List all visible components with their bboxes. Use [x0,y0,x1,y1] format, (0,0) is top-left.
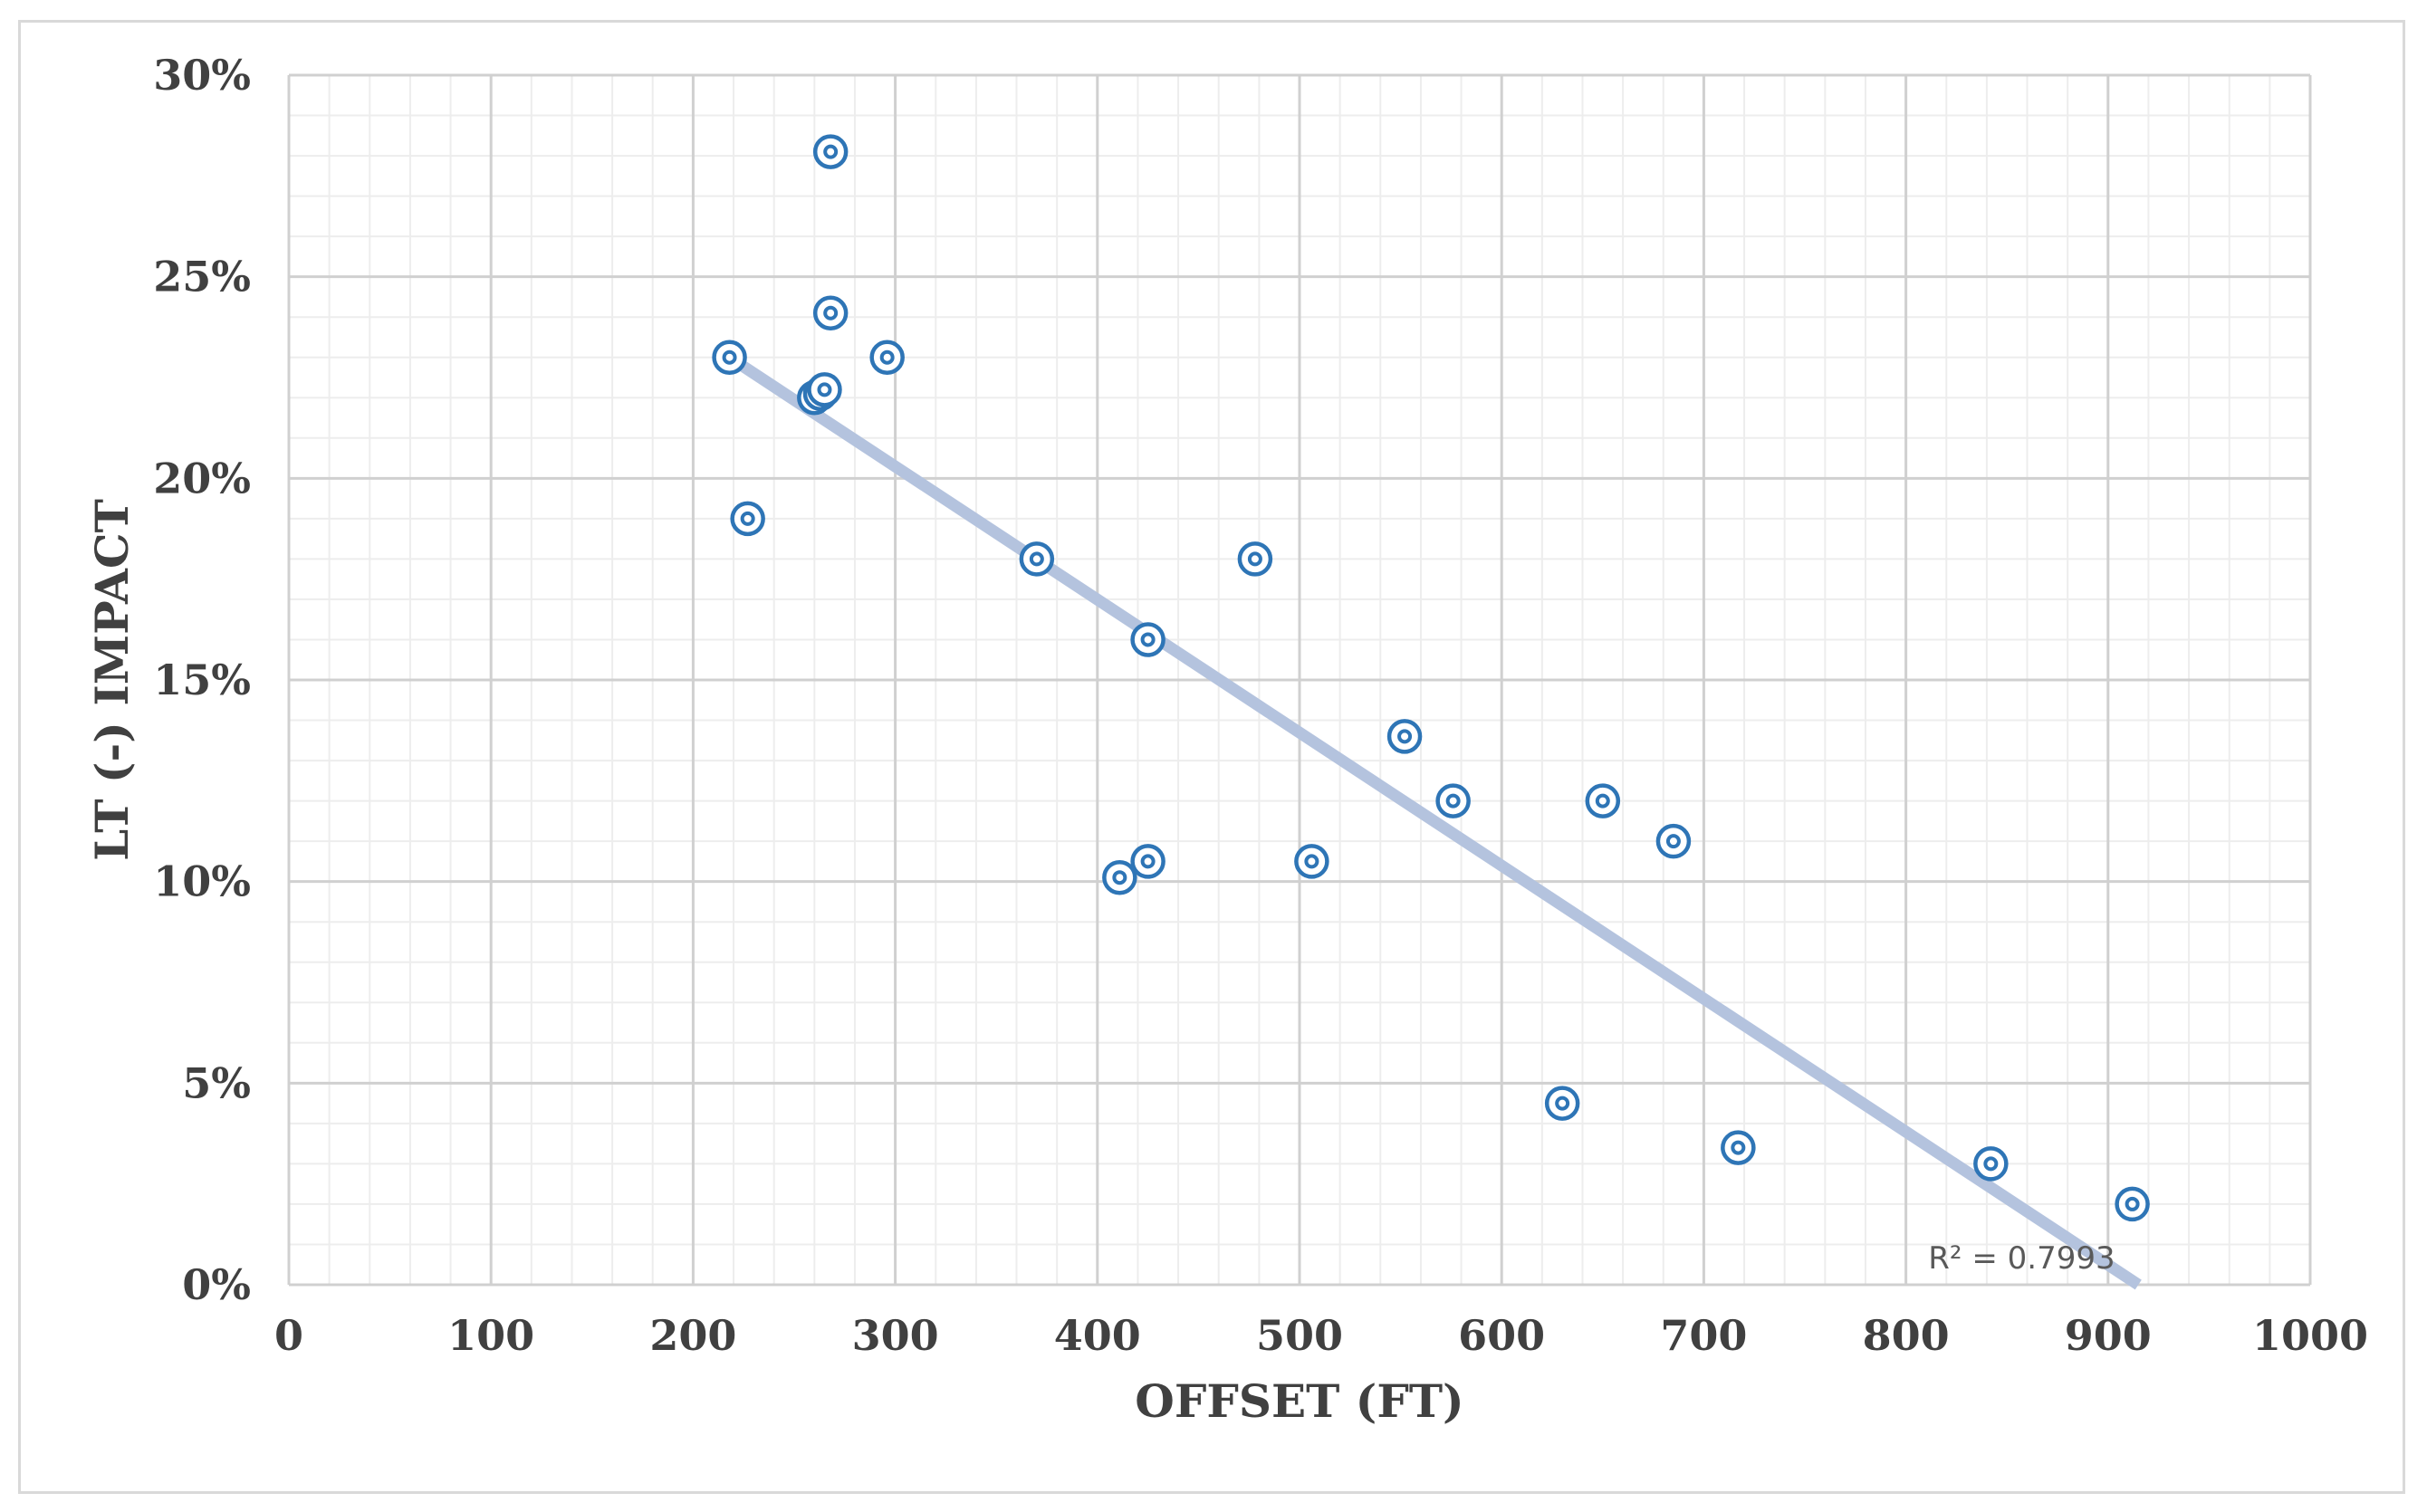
data-point [812,295,849,330]
data-point [712,340,747,375]
y-tick-label: 20% [153,454,251,502]
linear-trendline [726,352,2142,1290]
major-gridlines [287,73,2312,1287]
data-point [812,134,849,169]
data-point [1102,859,1137,895]
x-tick-label: 800 [1863,1311,1950,1360]
data-point [869,340,905,375]
data-point [730,501,765,537]
x-tick-label: 300 [852,1311,939,1360]
x-tick-label: 900 [2065,1311,2152,1360]
data-point [1973,1146,2009,1182]
data-point [1435,783,1471,818]
data-point [1721,1130,1756,1165]
r-squared-label: R² = 0.7993 [1928,1240,2115,1277]
chart-frame: 0 100 200 300 400 500 600 700 800 900 1000 0% 5% 10%… [18,20,2405,1494]
x-tick-label: 100 [447,1311,534,1360]
data-point [1386,719,1423,754]
x-tick-label: 1000 [2252,1311,2368,1360]
y-tick-label: 30% [153,51,251,100]
x-axis-ticks: 0 100 200 300 400 500 600 700 800 900 1000 [274,1311,2368,1360]
x-tick-label: 200 [649,1311,736,1360]
data-point [1130,622,1166,657]
x-tick-label: 500 [1256,1311,1343,1360]
data-point [1019,541,1055,577]
x-tick-label: 400 [1054,1311,1141,1360]
data-point [1585,783,1621,818]
data-point [807,372,842,407]
y-tick-label: 5% [182,1058,251,1107]
data-point [1294,844,1329,879]
y-tick-label: 0% [182,1260,251,1309]
trendline-layer [726,352,2142,1290]
data-point [1544,1086,1580,1121]
data-point [1655,823,1692,859]
data-point [2115,1186,2150,1222]
data-point [1237,541,1273,577]
data-point [1130,844,1166,879]
x-tick-label: 600 [1458,1311,1545,1360]
y-tick-label: 25% [153,253,251,301]
y-tick-label: 10% [153,857,251,906]
data-points [712,134,2150,1222]
y-axis-ticks: 0% 5% 10% 15% 20% 25% 30% [153,51,251,1309]
scatter-chart: 0 100 200 300 400 500 600 700 800 900 1000 0% 5% 10%… [85,51,2368,1428]
x-tick-label: 700 [1660,1311,1747,1360]
x-axis-title: OFFSET (FT) [1135,1374,1463,1428]
y-tick-label: 15% [153,656,251,704]
y-axis-title: LT (-) IMPACT [85,499,139,861]
x-tick-label: 0 [274,1311,303,1360]
